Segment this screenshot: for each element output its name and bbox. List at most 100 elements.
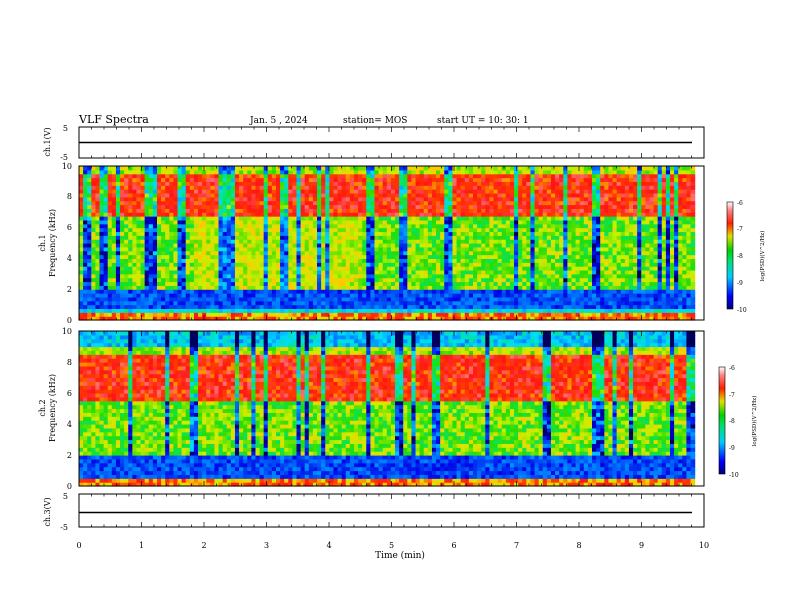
spectrogram-cell xyxy=(226,246,232,252)
spectrogram-cell xyxy=(456,316,462,321)
spectrogram-cell xyxy=(349,231,355,236)
spectrogram-cell xyxy=(280,269,285,275)
spectrogram-cell xyxy=(124,254,129,259)
spectrogram-cell xyxy=(144,200,150,206)
spectrogram-cell xyxy=(542,185,548,190)
spectrogram-cell xyxy=(325,300,330,306)
spectrogram-cell xyxy=(243,223,248,229)
spectrogram-cell xyxy=(440,204,445,209)
spectrogram-cell xyxy=(423,196,429,202)
spectrogram-cell xyxy=(107,300,113,306)
spectrogram-cell xyxy=(477,316,482,321)
spectrogram-cell xyxy=(177,216,183,221)
spectrogram-cell xyxy=(251,192,257,198)
spectrogram-cell xyxy=(292,239,298,244)
spectrogram-cell xyxy=(567,212,573,217)
spectrogram-cell xyxy=(165,296,170,302)
spectrogram-cell xyxy=(91,308,97,313)
spectrogram-cell xyxy=(526,181,532,186)
spectrogram-cell xyxy=(222,192,228,198)
spectrogram-cell xyxy=(341,308,347,313)
spectrogram-cell xyxy=(501,277,507,283)
spectrogram-cell xyxy=(362,293,367,298)
spectrogram-cell xyxy=(304,185,310,190)
spectrogram-cell xyxy=(120,254,125,259)
spectrogram-cell xyxy=(218,173,224,179)
spectrogram-cell xyxy=(255,269,261,275)
spectrogram-cell xyxy=(415,312,421,317)
spectrogram-cell xyxy=(317,192,322,198)
spectrogram-cell xyxy=(243,219,248,225)
spectrogram-cell xyxy=(226,212,232,217)
spectrogram-cell xyxy=(271,254,277,259)
spectrogram-cell xyxy=(243,300,248,306)
spectrogram-cell xyxy=(526,308,532,313)
spectrogram-cell xyxy=(181,296,187,302)
spectrogram-cell xyxy=(485,266,491,271)
spectrogram-cell xyxy=(152,192,158,198)
spectrogram-cell xyxy=(148,181,154,186)
spectrogram-cell xyxy=(390,212,396,217)
spectrogram-cell xyxy=(477,269,482,275)
spectrogram-cell xyxy=(390,277,396,283)
spectrogram-cell xyxy=(497,316,503,321)
spectrogram-cell xyxy=(128,243,133,248)
spectrogram-cell xyxy=(477,192,482,198)
spectrogram-cell xyxy=(214,281,220,286)
spectrogram-cell xyxy=(436,177,441,182)
spectrogram-cell xyxy=(423,293,429,298)
spectrogram-cell xyxy=(292,169,298,175)
spectrogram-cell xyxy=(169,254,174,259)
spectrogram-cell xyxy=(185,289,191,294)
spectrogram-cell xyxy=(251,189,257,194)
spectrogram-cell xyxy=(522,258,527,263)
spectrogram-cell xyxy=(407,293,413,298)
spectrogram-cell xyxy=(185,254,191,259)
spectrogram-cell xyxy=(321,223,326,229)
spectrogram-cell xyxy=(464,243,470,248)
spectrogram-cell xyxy=(156,212,162,217)
spectrogram-cell xyxy=(395,212,400,217)
spectrogram-cell xyxy=(345,266,351,271)
spectrogram-cell xyxy=(468,293,474,298)
spectrogram-cell xyxy=(534,296,540,302)
spectrogram-cell xyxy=(91,235,97,240)
spectrogram-cell xyxy=(329,231,335,236)
spectrogram-cell xyxy=(87,173,92,179)
spectrogram-cell xyxy=(542,281,548,286)
spectrogram-cell xyxy=(95,227,101,233)
spectrogram-cell xyxy=(156,262,162,267)
spectrogram-cell xyxy=(370,308,376,313)
spectrogram-cell xyxy=(542,243,548,248)
spectrogram-cell xyxy=(247,289,252,294)
spectrogram-cell xyxy=(152,189,158,194)
spectrogram-cell xyxy=(276,231,281,236)
spectrogram-cell xyxy=(276,281,281,286)
spectrogram-cell xyxy=(374,266,380,271)
spectrogram-cell xyxy=(436,239,441,244)
spectrogram-cell xyxy=(575,262,581,267)
spectrogram-cell xyxy=(251,239,257,244)
spectrogram-cell xyxy=(456,296,462,302)
spectrogram-cell xyxy=(325,223,330,229)
spectrogram-cell xyxy=(514,304,519,310)
spectrogram-cell xyxy=(247,258,252,263)
spectrogram-cell xyxy=(156,235,162,240)
spectrogram-cell xyxy=(468,266,474,271)
spectrogram-cell xyxy=(99,200,105,206)
spectrogram-cell xyxy=(259,246,265,252)
spectrogram-cell xyxy=(259,258,265,263)
spectrogram-cell xyxy=(382,304,388,310)
spectrogram-cell xyxy=(99,173,105,179)
spectrogram-cell xyxy=(124,289,129,294)
spectrogram-cell xyxy=(185,227,191,233)
spectrogram-cell xyxy=(325,243,330,248)
spectrogram-cell xyxy=(374,250,380,256)
spectrogram-cell xyxy=(382,273,388,279)
spectrogram-cell xyxy=(267,166,273,171)
spectrogram-cell xyxy=(509,304,515,310)
spectrogram-cell xyxy=(456,239,462,244)
spectrogram-cell xyxy=(173,169,179,175)
spectrogram-cell xyxy=(296,196,302,202)
spectrogram-cell xyxy=(555,312,560,317)
